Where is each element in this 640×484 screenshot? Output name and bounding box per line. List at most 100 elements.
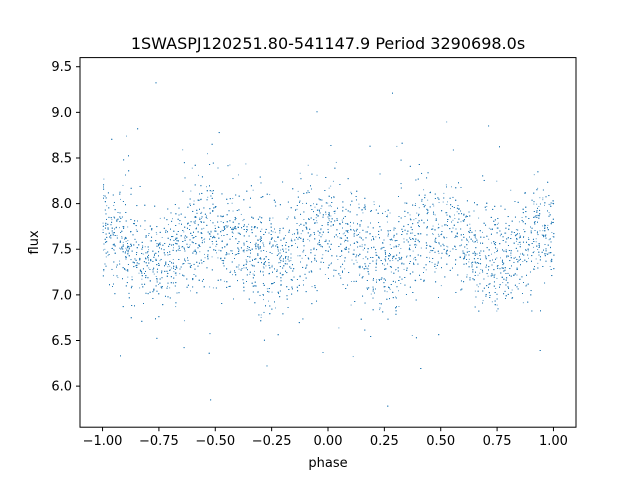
data-point <box>344 268 346 270</box>
data-point <box>398 306 400 307</box>
data-point <box>179 273 181 275</box>
data-point <box>187 262 189 264</box>
data-point <box>113 205 115 206</box>
data-point <box>456 211 458 213</box>
data-point <box>210 230 212 232</box>
data-point <box>262 299 264 301</box>
data-point <box>341 254 343 256</box>
data-point <box>302 280 304 281</box>
data-point <box>297 190 299 192</box>
data-point <box>403 238 405 240</box>
data-point <box>300 233 302 235</box>
data-point <box>189 244 191 246</box>
data-point <box>178 223 180 225</box>
data-point <box>418 207 420 209</box>
data-point <box>260 270 261 272</box>
data-point <box>549 266 551 267</box>
data-point <box>220 221 222 223</box>
data-point <box>552 236 554 238</box>
data-point <box>505 232 507 234</box>
data-point <box>274 231 276 233</box>
data-point <box>475 238 477 240</box>
data-point <box>373 204 375 205</box>
data-point <box>155 231 157 233</box>
data-point <box>510 234 512 235</box>
data-point <box>307 238 309 240</box>
data-point <box>375 264 377 266</box>
data-point <box>415 218 417 219</box>
data-point <box>182 149 184 151</box>
data-point <box>515 256 516 258</box>
data-point <box>148 249 150 251</box>
data-point <box>174 242 176 244</box>
data-point <box>488 238 490 240</box>
data-point <box>491 253 492 255</box>
data-point <box>186 236 188 238</box>
data-point <box>320 229 322 231</box>
data-point <box>169 287 171 289</box>
data-point <box>473 241 475 243</box>
data-point <box>217 257 219 259</box>
data-point <box>107 255 109 257</box>
data-point <box>111 232 113 234</box>
data-point <box>438 243 440 245</box>
data-point <box>167 224 169 226</box>
data-point <box>482 231 483 233</box>
data-point <box>184 259 185 261</box>
data-point <box>199 217 201 219</box>
data-point <box>432 225 434 227</box>
data-point <box>521 217 523 218</box>
data-point <box>142 253 144 255</box>
data-point <box>266 251 267 252</box>
data-point <box>526 249 527 251</box>
data-point <box>158 265 160 267</box>
data-point <box>494 273 496 275</box>
data-point <box>212 243 214 245</box>
data-point <box>361 246 363 248</box>
data-point <box>431 250 433 252</box>
data-point <box>115 227 117 229</box>
data-point <box>287 216 289 218</box>
data-point <box>330 263 332 265</box>
data-point <box>469 227 471 229</box>
data-point <box>207 196 209 198</box>
data-point <box>297 229 299 231</box>
data-point <box>328 220 330 222</box>
data-point <box>325 213 327 215</box>
data-point <box>395 269 397 270</box>
data-point <box>433 205 435 207</box>
data-point <box>522 253 524 255</box>
data-point <box>386 291 388 293</box>
data-point <box>517 243 519 245</box>
data-point <box>232 197 234 199</box>
data-point <box>313 203 314 205</box>
data-point <box>533 174 535 176</box>
data-point <box>285 260 287 262</box>
data-point <box>321 234 323 236</box>
data-point <box>125 247 127 249</box>
data-point <box>106 205 108 207</box>
data-point <box>468 231 469 232</box>
data-point <box>528 257 529 259</box>
data-point <box>175 306 177 308</box>
data-point <box>206 186 207 188</box>
data-point <box>290 260 292 262</box>
data-point <box>429 257 430 259</box>
data-point <box>516 267 518 269</box>
data-point <box>449 250 451 252</box>
data-point <box>437 263 439 264</box>
data-point <box>447 201 448 203</box>
data-point <box>158 264 160 266</box>
data-point <box>511 289 513 291</box>
data-point <box>537 187 539 189</box>
data-point <box>334 212 336 214</box>
data-point <box>215 245 217 247</box>
data-point <box>190 190 192 192</box>
data-point <box>199 251 201 253</box>
data-point <box>113 274 115 276</box>
data-point <box>156 233 158 235</box>
data-point <box>110 234 112 236</box>
data-point <box>339 275 341 277</box>
data-point <box>119 247 121 249</box>
